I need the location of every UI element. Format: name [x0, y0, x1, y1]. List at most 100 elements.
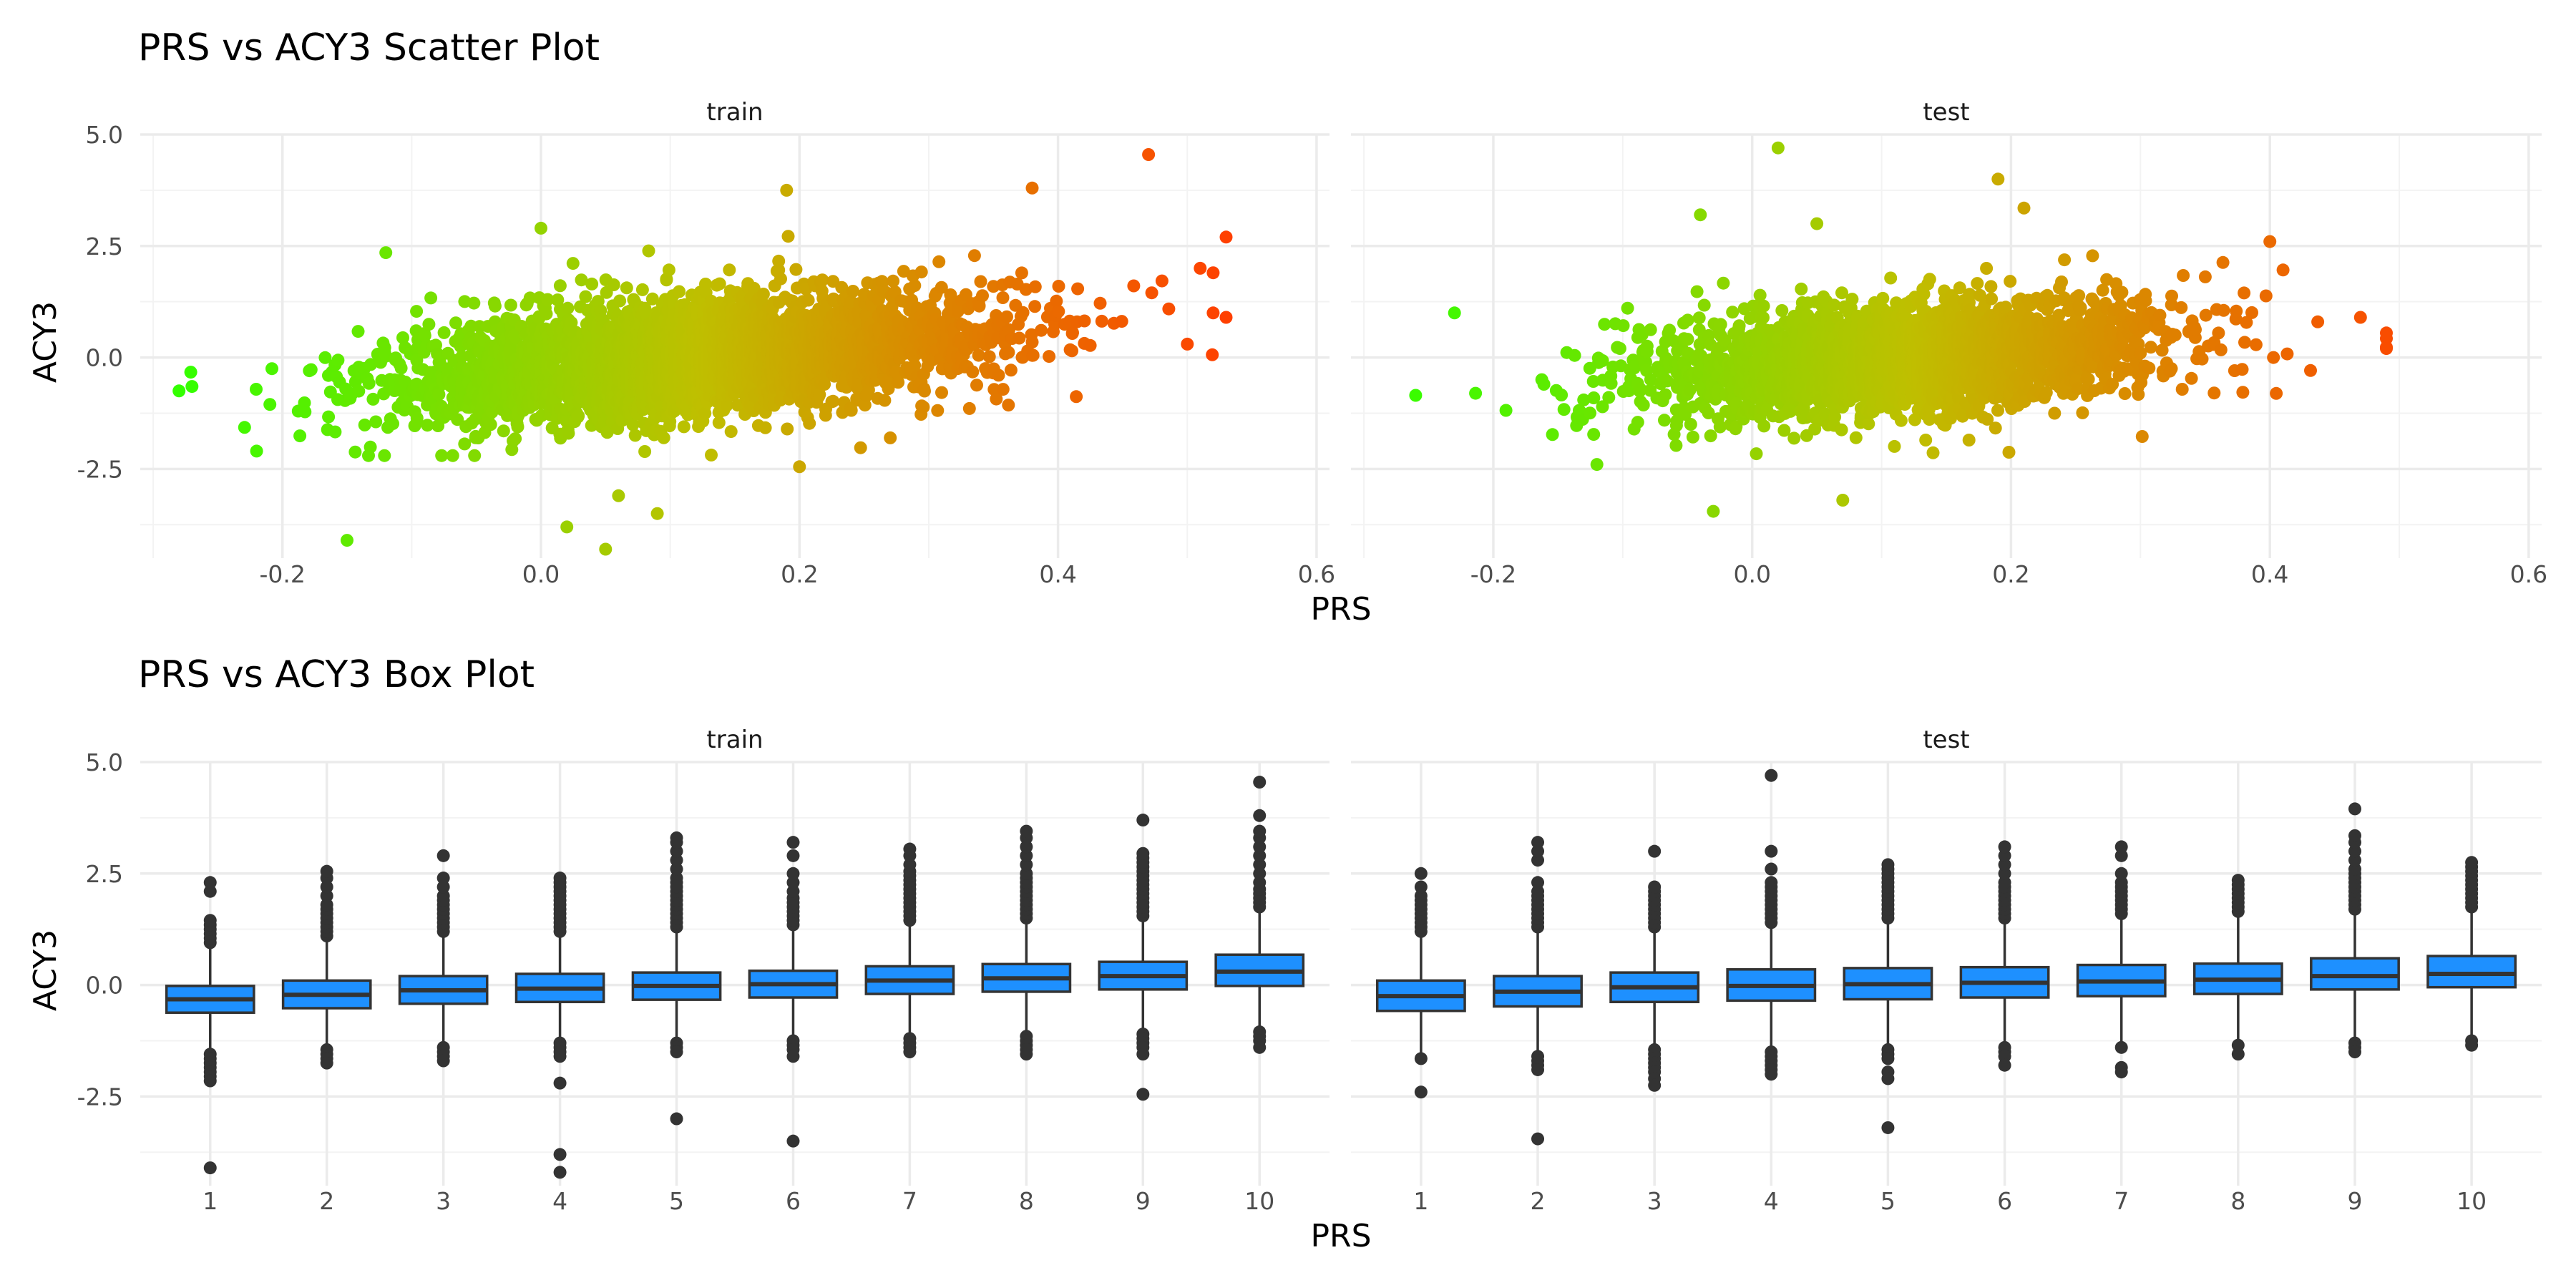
scatter-point: [1621, 301, 1634, 315]
scatter-point: [1659, 388, 1672, 401]
scatter-point: [432, 388, 446, 401]
scatter-point: [1694, 208, 1707, 222]
scatter-point: [318, 351, 332, 364]
scatter-point: [1590, 458, 1604, 472]
scatter-point: [878, 394, 892, 407]
scatter-point: [1795, 282, 1808, 296]
scatter-point: [1145, 286, 1158, 300]
scatter-point: [497, 424, 510, 438]
scatter-point: [918, 384, 931, 398]
scatter-point: [1757, 299, 1770, 313]
scatter-point: [561, 301, 575, 315]
scatter-point: [976, 289, 989, 303]
scatter-point: [562, 426, 575, 440]
scatter-point: [917, 400, 930, 414]
scatter-point: [585, 277, 599, 291]
scatter-point: [1644, 323, 1657, 336]
scatter-point: [396, 331, 409, 344]
scatter-point: [723, 263, 736, 277]
scatter-point: [265, 362, 278, 376]
scatter-point: [1206, 348, 1219, 361]
scatter-point: [1026, 348, 1040, 362]
scatter-point: [1835, 423, 1848, 436]
scatter-point: [1025, 181, 1039, 195]
scatter-point: [540, 307, 553, 321]
scatter-point: [331, 353, 345, 367]
scatter-point: [1640, 345, 1654, 358]
scatter-point: [488, 299, 502, 313]
scatter-point: [620, 281, 633, 295]
scatter-point: [756, 288, 770, 301]
scatter-point: [1717, 276, 1730, 290]
scatter-point: [1849, 431, 1863, 444]
scatter-point: [781, 422, 794, 436]
scatter-point: [1071, 282, 1085, 296]
scatter-point: [535, 221, 547, 235]
scatter-point: [1568, 348, 1581, 362]
scatter-point: [1015, 266, 1028, 280]
scatter-point: [982, 350, 996, 364]
scatter-point: [803, 416, 816, 430]
scatter-point: [467, 296, 481, 310]
scatter-panel-train: [140, 133, 1330, 558]
scatter-points: [172, 148, 1233, 556]
scatter-point: [935, 386, 948, 399]
scatter-point: [575, 273, 588, 287]
scatter-point: [1093, 296, 1107, 310]
scatter-point: [1469, 386, 1483, 400]
scatter-point: [424, 291, 438, 305]
scatter-point: [996, 291, 1010, 304]
scatter-point: [504, 298, 517, 312]
scatter-point: [1028, 300, 1042, 313]
scatter-point: [185, 380, 199, 394]
scatter-strip-train: train: [706, 98, 763, 127]
scatter-point: [1206, 266, 1220, 280]
scatter-point: [657, 431, 670, 444]
scatter-point: [1070, 390, 1083, 404]
scatter-point: [1775, 304, 1789, 317]
scatter-point: [449, 316, 462, 330]
scatter-point: [626, 418, 640, 431]
scatter-point: [250, 444, 263, 458]
scatter-point: [826, 394, 840, 408]
scatter-point: [366, 392, 380, 406]
scatter-point: [250, 383, 263, 396]
scatter-point: [322, 410, 336, 424]
scatter-point: [607, 278, 620, 291]
scatter-point: [348, 445, 362, 459]
scatter-point: [780, 183, 794, 197]
scatter-point: [1692, 311, 1706, 325]
scatter-point: [422, 318, 436, 331]
scatter-point: [1162, 302, 1176, 316]
scatter-point: [713, 277, 726, 291]
scatter-point: [1409, 389, 1423, 402]
scatter-point: [677, 420, 691, 434]
scatter-point: [887, 274, 900, 288]
scatter-point: [1142, 148, 1156, 161]
scatter-point: [1095, 314, 1108, 328]
scatter-point: [1750, 447, 1763, 461]
scatter-point: [1587, 428, 1601, 441]
scatter-point: [1127, 279, 1141, 293]
scatter-point: [774, 272, 787, 286]
scatter-point: [362, 376, 376, 390]
scatter-point: [263, 398, 277, 411]
scatter-point: [1684, 418, 1697, 431]
scatter-point: [379, 246, 393, 260]
scatter-point: [673, 285, 686, 298]
scatter-point: [1636, 399, 1650, 411]
scatter-point: [523, 291, 537, 305]
scatter-point: [1669, 439, 1683, 452]
scatter-point: [1028, 280, 1042, 293]
scatter-point: [793, 460, 806, 474]
scatter-point: [238, 421, 251, 434]
scatter-point: [992, 369, 1005, 382]
scatter-point: [369, 415, 383, 429]
scatter-point: [613, 294, 627, 308]
scatter-point: [1537, 378, 1551, 391]
scatter-point: [1604, 376, 1618, 390]
scatter-point: [642, 244, 655, 258]
scatter-point: [1206, 306, 1220, 320]
scatter-point: [410, 305, 424, 318]
